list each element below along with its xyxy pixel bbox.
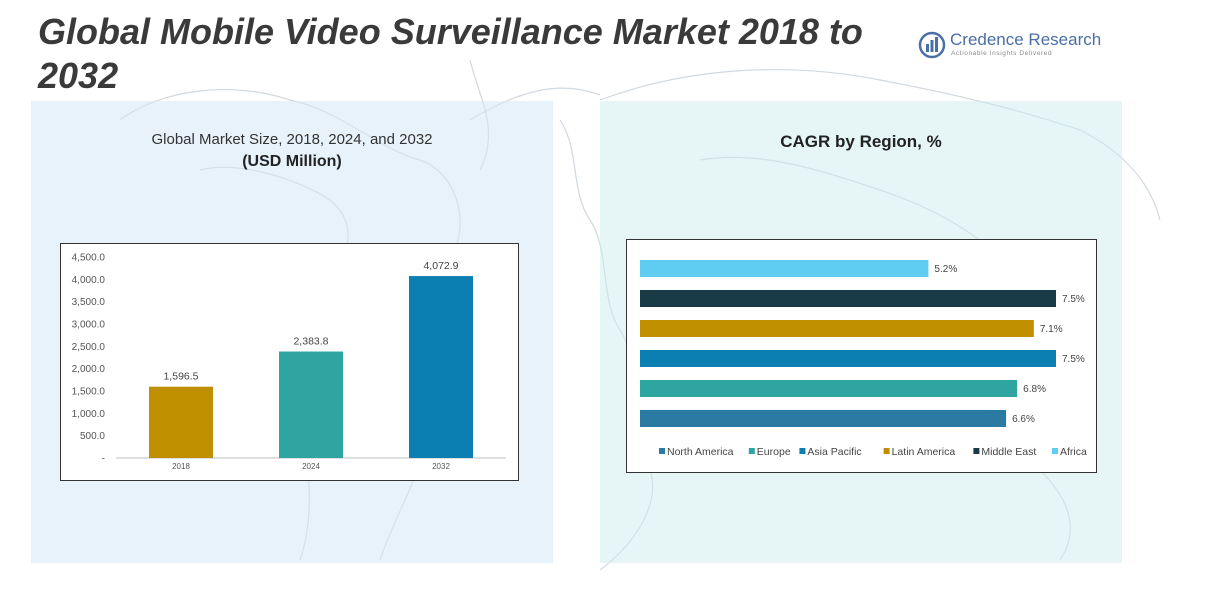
legend-swatch [748,448,755,454]
legend-swatch [973,448,980,454]
y-tick-label: 4,500.0 [72,253,106,264]
legend-label: Asia Pacific [807,446,861,458]
y-tick-label: 3,500.0 [72,297,106,308]
y-tick-label: 3,000.0 [72,320,106,331]
bar-value-label: 6.6% [1012,414,1035,425]
y-tick-label: 1,000.0 [72,409,106,420]
bar-value-label: 7.1% [1040,324,1063,335]
bar-value-label: 4,072.9 [423,260,458,272]
bar-value-label: 2,383.8 [293,336,328,348]
credence-research-logo: Credence Research Actionable Insights De… [918,28,1108,64]
main-title: Global Mobile Video Surveillance Market … [38,11,863,96]
y-tick-label: - [102,454,105,465]
logo-name: Credence Research [950,30,1102,49]
y-tick-label: 500.0 [80,431,105,442]
bar-africa [640,260,929,277]
market-size-bar-chart: - 500.0 1,000.0 1,500.0 2,000.0 2,500.0 3,000.… [72,253,506,471]
bar-value-label: 5.2% [934,264,957,275]
logo-tagline: Actionable Insights Delivered [951,50,1053,57]
cagr-title: CAGR by Region, % [780,132,942,151]
bar-2018 [149,386,213,458]
legend-label: Europe [757,446,791,458]
bar-europe [640,380,1018,397]
legend-swatch [883,448,890,454]
market-size-unit: (USD Million) [242,153,342,170]
bar-2032 [409,276,473,458]
x-tick-label: 2018 [172,462,190,471]
market-size-subtitle: Global Market Size, 2018, 2024, and 2032 [151,131,433,148]
bar-asia-pacific [640,350,1056,367]
bar-value-label: 7.5% [1062,294,1085,305]
legend-label: Latin America [892,446,956,458]
y-tick-label: 2,000.0 [72,364,106,375]
bar-value-label: 6.8% [1023,384,1046,395]
x-tick-label: 2032 [432,462,450,471]
cagr-horizontal-bar-chart: 6.6% 6.8% 7.5% 7.1% 7.5% 5.2% North America Eur… [640,260,1087,458]
y-tick-label: 1,500.0 [72,387,106,398]
y-tick-label: 4,000.0 [72,275,106,286]
legend-label: Middle East [981,446,1036,458]
bar-latin-america [640,320,1034,337]
market-size-chart-frame: - 500.0 1,000.0 1,500.0 2,000.0 2,500.0 3,000.… [60,243,519,481]
logo-icon [918,31,946,59]
legend-label: North America [667,446,734,458]
bar-value-label: 7.5% [1062,354,1085,365]
y-tick-label: 2,500.0 [72,342,106,353]
legend-swatch [659,448,665,454]
x-tick-label: 2024 [302,462,320,471]
bar-middle-east [640,290,1056,307]
bar-value-label: 1,596.5 [163,371,198,383]
bar-2024 [279,351,343,458]
cagr-chart-frame: 6.6% 6.8% 7.5% 7.1% 7.5% 5.2% North America Eur… [626,239,1097,473]
legend-swatch [799,448,806,454]
legend-swatch [1052,448,1058,454]
legend-label: Africa [1060,446,1087,458]
bar-north-america [640,410,1007,427]
